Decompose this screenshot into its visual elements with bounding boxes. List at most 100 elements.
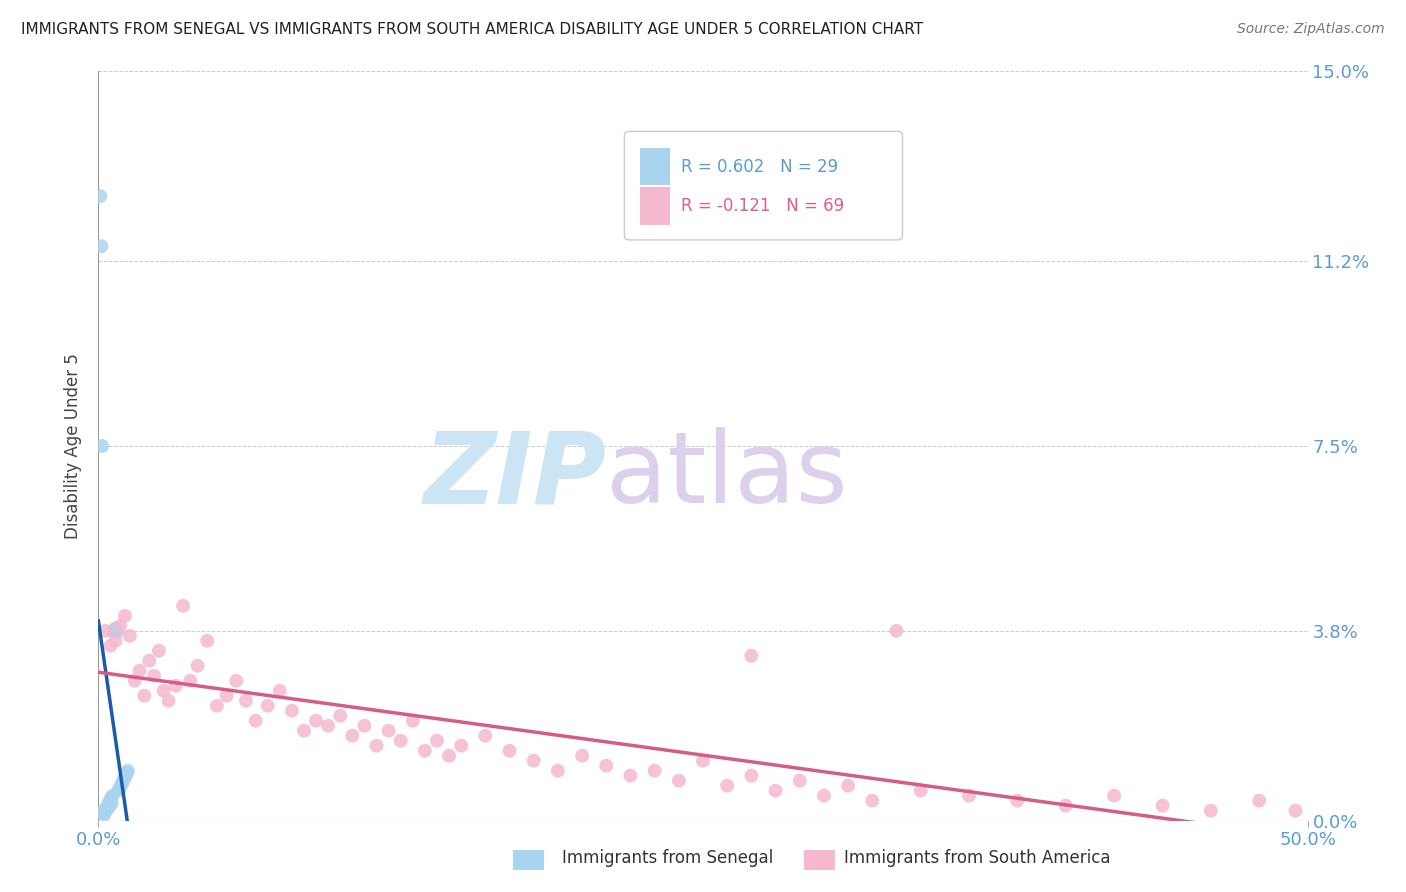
Point [235,694,257,708]
Point [105,624,128,639]
Point [437,748,460,763]
Point [366,739,388,753]
Point [90,239,112,253]
Point [547,764,569,778]
Point [377,723,399,738]
Point [426,733,449,747]
Point [91,806,114,821]
Point [860,794,883,808]
Point [97,796,120,810]
Point [124,673,146,688]
Point [98,799,121,814]
Point [107,783,129,797]
Point [179,673,201,688]
Point [89,189,111,203]
Point [910,783,932,797]
Bar [640,148,671,186]
Point [91,439,114,453]
Point [474,729,496,743]
Point [1199,804,1222,818]
Point [1284,804,1306,818]
Point [108,619,131,633]
Point [329,708,352,723]
Text: R = -0.121   N = 69: R = -0.121 N = 69 [682,197,845,215]
Point [115,766,138,780]
Bar [640,187,671,225]
Point [93,807,115,822]
Point [1102,789,1125,803]
Point [114,771,136,785]
Point [104,633,127,648]
Point [104,623,127,637]
Text: atlas: atlas [606,427,848,524]
Point [342,729,364,743]
Point [134,689,156,703]
Text: ZIP: ZIP [423,427,606,524]
Point [269,683,291,698]
Point [165,679,187,693]
Point [110,779,132,793]
Point [118,629,141,643]
Point [789,773,811,788]
Point [619,769,641,783]
Text: Source: ZipAtlas.com: Source: ZipAtlas.com [1237,22,1385,37]
Point [94,624,117,638]
Point [148,644,170,658]
Point [94,805,117,819]
Point [114,769,136,783]
Point [595,758,617,772]
Point [668,773,690,788]
Point [128,664,150,678]
Point [523,754,546,768]
Point [256,698,278,713]
Point [112,773,135,788]
Point [292,723,315,738]
Point [316,719,339,733]
Point [353,719,375,733]
Point [1054,798,1077,813]
Point [215,689,238,703]
Point [305,714,328,728]
Point [837,779,859,793]
Point [716,779,738,793]
Point [172,599,194,613]
Point [152,683,174,698]
Point [157,694,180,708]
Point [245,714,267,728]
Point [450,739,472,753]
Point [100,639,122,653]
Point [100,791,122,805]
Point [498,744,520,758]
Point [281,704,304,718]
Point [117,764,139,778]
Point [402,714,425,728]
FancyBboxPatch shape [624,131,903,240]
Point [96,803,118,817]
Point [957,789,980,803]
Point [765,783,787,797]
Point [813,789,835,803]
Point [103,624,125,638]
Text: IMMIGRANTS FROM SENEGAL VS IMMIGRANTS FROM SOUTH AMERICA DISABILITY AGE UNDER 5 : IMMIGRANTS FROM SENEGAL VS IMMIGRANTS FR… [21,22,924,37]
Point [138,654,160,668]
Point [692,754,714,768]
Point [644,764,666,778]
Point [1007,794,1029,808]
Point [96,801,118,815]
Point [225,673,247,688]
Point [740,769,762,783]
Point [571,748,593,763]
Point [187,658,209,673]
Point [389,733,412,747]
Point [740,648,762,663]
Point [98,794,121,808]
Text: R = 0.602   N = 29: R = 0.602 N = 29 [682,158,838,176]
Point [886,624,908,638]
Text: Immigrants from Senegal: Immigrants from Senegal [562,849,773,867]
Point [101,789,124,803]
Y-axis label: Disability Age Under 5: Disability Age Under 5 [65,353,83,539]
Point [108,781,131,796]
Point [1249,794,1271,808]
Point [205,698,228,713]
Point [104,621,127,635]
